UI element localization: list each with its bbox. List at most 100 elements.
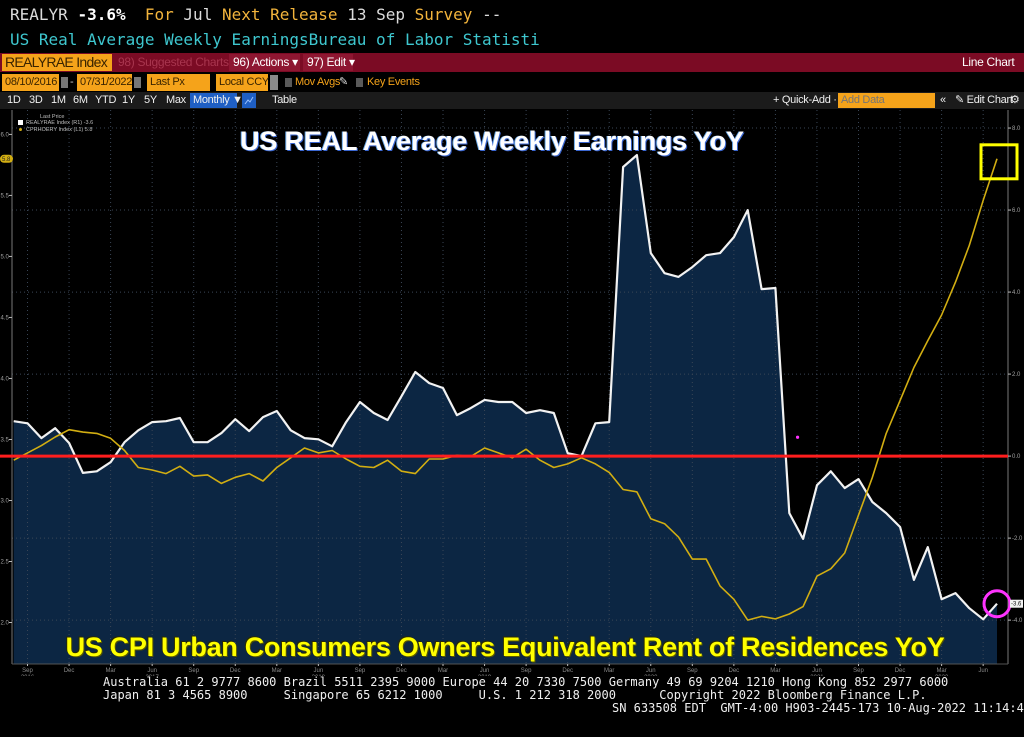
key-events-checkbox[interactable] [356,78,363,87]
period-6m[interactable]: 6M [73,94,88,106]
suggested-charts-button[interactable]: 98) Suggested Charts [118,55,229,69]
area-fill-realyrae [13,155,997,664]
legend-label-cprhoery: CPRHOERY Index (L1) 5.8 [26,127,92,133]
security-header: REALYR -3.6% For Jul Next Release 13 Sep… [10,5,501,24]
right-axis-tick-label: 8.0 [1012,126,1021,132]
chart-title: US REAL Average Weekly Earnings YoY [240,126,744,156]
x-axis-ticks: Sep2016DecMarJun2017SepDecMarJun2018SepD… [21,664,988,676]
x-tick-label: Dec [729,668,740,674]
left-axis-tick-label: 3.5 [1,437,10,443]
x-tick-label: Mar [438,668,448,674]
x-tick-label: Dec [396,668,407,674]
footer-contacts-line2: Japan 81 3 4565 8900 Singapore 65 6212 1… [103,688,927,702]
survey-value: -- [482,5,502,24]
pencil-icon[interactable]: ✎ [339,76,348,88]
footer-contacts-line1: Australia 61 2 9777 8600 Brazil 5511 239… [103,675,949,689]
period-ytd[interactable]: YTD [95,94,117,106]
x-tick-label: Jun [978,668,988,674]
left-axis-tick-label: 3.0 [1,498,10,504]
right-axis-tick-label: 2.0 [1012,372,1021,378]
x-tick-label: Jun [480,668,490,674]
legend-swatch-cprhoery [19,128,22,131]
x-tick-year-label: 2016 [21,675,35,676]
last-value-label-realyrae: -3.6 [1011,602,1022,608]
start-date-input[interactable]: 08/10/2016 [2,74,59,91]
left-axis-tick-label: 2.0 [1,621,10,627]
chart-plot[interactable]: -3.65.8 Sep2016DecMarJun2017SepDecMarJun… [0,110,1024,676]
table-view-button[interactable]: Table [272,94,297,106]
x-tick-label: Dec [230,668,241,674]
area-fills [13,155,997,664]
period-5y[interactable]: 5Y [144,94,157,106]
price-field-select[interactable]: Last Px [147,74,210,91]
quick-add-button[interactable]: + Quick-Add · [773,94,837,106]
x-tick-year-label: 2018 [312,675,326,676]
right-axis-tick-label: -4.0 [1012,618,1023,624]
chart-subtitle: US CPI Urban Consumers Owners Equivalent… [65,632,945,662]
series-line-realyrae [13,153,998,621]
x-tick-label: Jun [147,668,157,674]
x-tick-label: Dec [895,668,906,674]
gear-icon[interactable]: ⚙ [1010,94,1020,106]
x-tick-label: Jun [646,668,656,674]
x-tick-label: Sep [687,668,698,674]
period: Jul [183,5,213,24]
chart-type-label[interactable]: Line Chart [962,55,1015,69]
line-chart-icon[interactable] [242,93,256,108]
x-tick-label: Mar [604,668,614,674]
mov-avgs-checkbox[interactable] [285,78,292,87]
x-tick-label: Mar [770,668,780,674]
x-tick-year-label: 2019 [478,675,492,676]
x-tick-label: Mar [105,668,115,674]
calendar-icon[interactable] [61,77,68,88]
collapse-icon[interactable]: « [940,94,946,106]
x-tick-year-label: 2022 [935,675,949,676]
security-description: US Real Average Weekly EarningsBureau of… [10,30,540,49]
period-1m[interactable]: 1M [51,94,66,106]
x-tick-label: Sep [22,668,33,674]
period-max[interactable]: Max [166,94,186,106]
ticker: REALYR [10,5,68,24]
x-tick-label: Mar [272,668,282,674]
key-events-label[interactable]: Key Events [367,76,420,88]
line-chart-glyph [244,96,254,105]
x-tick-label: Mar [936,668,946,674]
last-value-tag-realyrae [1010,599,1023,608]
right-axis-tick-label: 6.0 [1012,208,1021,214]
marker-dot [795,435,800,439]
mov-avgs-label[interactable]: Mov Avgs [295,76,341,88]
left-axis-tick-label: 5.5 [1,193,10,199]
x-tick-year-label: 2017 [145,675,159,676]
edit-chart-button[interactable]: ✎ Edit Chart [955,94,1013,106]
x-tick-year-label: 2020 [644,675,658,676]
description: US Real Average Weekly Earnings [10,30,309,49]
legend-title: Last Price [40,114,64,120]
x-tick-label: Jun [812,668,822,674]
highlight-box [979,143,1019,181]
calendar-icon[interactable] [134,77,141,88]
x-tick-label: Dec [64,668,75,674]
left-axis-tick-label: 6.0 [1,132,10,138]
frequency-select[interactable]: Monthly ▼ [190,93,243,108]
last-value-label-cprhoery: 5.8 [2,157,11,163]
end-date-input[interactable]: 07/31/2022 [77,74,132,91]
x-tick-label: Sep [355,668,366,674]
x-tick-year-label: 2021 [810,675,824,676]
currency-dropdown-icon[interactable] [270,75,278,90]
period-1y[interactable]: 1Y [122,94,135,106]
security-input[interactable]: REALYRAE Index [2,54,112,71]
survey-label: Survey [414,5,473,24]
actions-menu[interactable]: 96) Actions ▾ [229,54,300,71]
legend-swatch-realyrae [18,120,23,125]
x-tick-label: Sep [521,668,532,674]
legend-label-realyrae: REALYRAE Index (R1) -3.6 [26,120,93,126]
range-bar [0,92,1024,109]
period-1d[interactable]: 1D [7,94,21,106]
footer-session-info: SN 633508 EDT GMT-4:00 H903-2445-173 10-… [612,701,1024,715]
y-axis-ticks: 8.0 6.0 4.0 2.0 0.0 -2.0 -4.0 6.0 5.5 5.0 4.5 4.0 3.… [1,126,1024,626]
period-3d[interactable]: 3D [29,94,43,106]
edit-menu[interactable]: 97) Edit ▾ [303,54,355,71]
currency-select[interactable]: Local CCY [216,74,269,91]
add-data-input[interactable] [838,93,935,108]
